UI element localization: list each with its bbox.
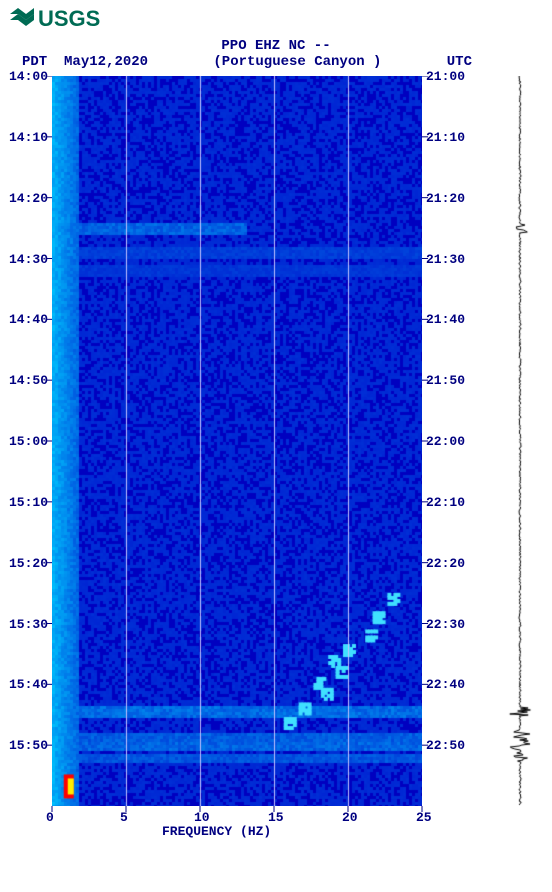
tz-right: UTC [447,54,472,70]
usgs-logo: USGS [0,0,552,30]
tz-left: PDT [22,54,47,70]
ytick-left: 14:30 [6,252,48,267]
ytick-left: 14:00 [6,69,48,84]
waveform-canvas [506,76,534,806]
ytick-left: 14:20 [6,191,48,206]
ytick-left: 15:40 [6,677,48,692]
station-code: PPO EHZ NC -- [0,38,552,54]
ytick-left: 15:30 [6,617,48,632]
usgs-logo-text: USGS [38,6,100,30]
ytick-left: 15:20 [6,556,48,571]
ytick-left: 15:00 [6,434,48,449]
chart-area: 14:0014:1014:2014:3014:4014:5015:0015:10… [10,76,540,866]
chart-header: PPO EHZ NC -- PDT May12,2020 (Portuguese… [0,30,552,70]
station-location: (Portuguese Canyon ) [213,54,381,70]
ytick-left: 15:50 [6,738,48,753]
header-date: May12,2020 [64,54,148,70]
ytick-left: 14:10 [6,130,48,145]
ytick-left: 14:50 [6,373,48,388]
ytick-left: 15:10 [6,495,48,510]
ytick-left: 14:40 [6,312,48,327]
axis-ticks [46,76,476,836]
